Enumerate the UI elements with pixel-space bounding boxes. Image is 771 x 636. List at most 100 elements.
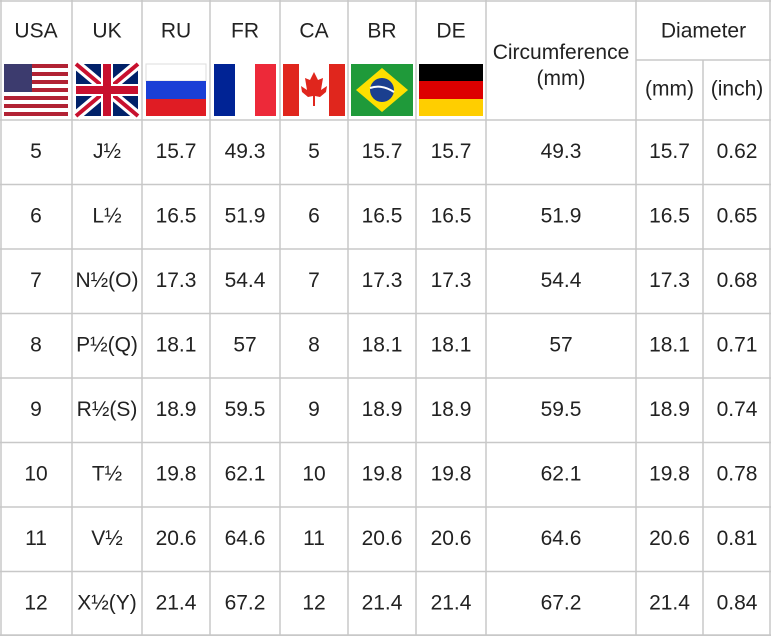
table-cell: 8: [308, 333, 320, 356]
table-cell: 12: [302, 591, 325, 614]
table-cell: 54.4: [541, 269, 582, 292]
table-cell: 64.6: [541, 527, 582, 550]
column-header: RU: [161, 20, 191, 43]
table-cell: 17.3: [156, 269, 197, 292]
table-cell: 67.2: [541, 591, 582, 614]
table-cell: 0.68: [717, 269, 758, 292]
table-cell: 15.7: [649, 140, 690, 163]
table-cell: 18.9: [156, 398, 197, 421]
flag-de: [419, 64, 483, 116]
table-cell: 0.84: [717, 591, 758, 614]
flag-fr: [214, 64, 276, 116]
table-cell: 67.2: [225, 591, 266, 614]
header-line: (mm): [537, 67, 586, 90]
table-cell: 62.1: [541, 462, 582, 485]
table-cell: J½: [93, 140, 121, 163]
table-cell: R½(S): [77, 398, 138, 421]
table-cell: 18.1: [156, 333, 197, 356]
table-cell: 20.6: [156, 527, 197, 550]
table-cell: 0.78: [717, 462, 758, 485]
table-cell: 11: [303, 527, 325, 550]
flag-usa: [4, 64, 68, 116]
table-cell: 7: [30, 269, 42, 292]
table-cell: 16.5: [156, 204, 197, 227]
table-cell: 6: [308, 204, 320, 227]
table-cell: 5: [30, 140, 42, 163]
table-cell: 19.8: [156, 462, 197, 485]
table-cell: 17.3: [649, 269, 690, 292]
table-cell: 18.1: [431, 333, 472, 356]
table-cell: 6: [30, 204, 42, 227]
table-cell: 57: [549, 333, 572, 356]
table-cell: 51.9: [541, 204, 582, 227]
flag-uk: [72, 60, 142, 120]
table-cell: 20.6: [649, 527, 690, 550]
table-cell: 10: [302, 462, 325, 485]
table-cell: P½(Q): [76, 333, 138, 356]
table-cell: 7: [308, 269, 320, 292]
table-cell: T½: [92, 462, 122, 485]
table-cell: 18.9: [431, 398, 472, 421]
table-cell: L½: [92, 204, 121, 227]
table-cell: 54.4: [225, 269, 266, 292]
table-cell: 8: [30, 333, 42, 356]
table-cell: 0.81: [717, 527, 758, 550]
table-cell: 18.9: [362, 398, 403, 421]
column-subheader: (inch): [711, 78, 764, 101]
flag-ca: [283, 64, 345, 116]
table-cell: 0.71: [717, 333, 758, 356]
table-cell: 9: [308, 398, 320, 421]
table-cell: X½(Y): [77, 591, 137, 614]
table-cell: 11: [25, 527, 47, 550]
table-cell: 57: [233, 333, 256, 356]
column-header: Diameter: [661, 20, 746, 43]
table-cell: 16.5: [649, 204, 690, 227]
table-cell: 18.1: [362, 333, 403, 356]
table-cell: 21.4: [649, 591, 690, 614]
table-cell: 5: [308, 140, 320, 163]
table-cell: 19.8: [649, 462, 690, 485]
table-cell: 59.5: [225, 398, 266, 421]
table-cell: 21.4: [362, 591, 403, 614]
table-cell: 16.5: [431, 204, 472, 227]
table-cell: 9: [30, 398, 42, 421]
column-header: UK: [92, 20, 121, 43]
table-cell: 12: [24, 591, 47, 614]
table-cell: 20.6: [362, 527, 403, 550]
table-cell: 18.9: [649, 398, 690, 421]
column-header: Circumference (mm): [493, 41, 630, 90]
table-cell: 16.5: [362, 204, 403, 227]
table-cell: 59.5: [541, 398, 582, 421]
column-subheader: (mm): [645, 78, 694, 101]
column-header: FR: [231, 20, 259, 43]
table-cell: 19.8: [431, 462, 472, 485]
column-header: BR: [367, 20, 396, 43]
table-cell: 64.6: [225, 527, 266, 550]
header-line: Circumference: [493, 41, 630, 64]
table-cell: V½: [91, 527, 123, 550]
table-cell: 49.3: [541, 140, 582, 163]
table-cell: 15.7: [156, 140, 197, 163]
table-cell: 17.3: [362, 269, 403, 292]
table-cell: 0.65: [717, 204, 758, 227]
table-cell: 51.9: [225, 204, 266, 227]
table-cell: 15.7: [362, 140, 403, 163]
table-cell: 15.7: [431, 140, 472, 163]
table-cell: 0.62: [717, 140, 758, 163]
table-cell: 0.74: [717, 398, 758, 421]
flag-ru: [145, 63, 207, 116]
flag-br: [351, 64, 413, 116]
table-cell: 49.3: [225, 140, 266, 163]
table-cell: 17.3: [431, 269, 472, 292]
table-cell: 62.1: [225, 462, 266, 485]
table-cell: 10: [24, 462, 47, 485]
column-header: DE: [436, 20, 465, 43]
table-cell: 18.1: [649, 333, 690, 356]
flags: [4, 60, 483, 120]
table-cell: 21.4: [431, 591, 472, 614]
table-cell: N½(O): [76, 269, 139, 292]
column-header: USA: [14, 20, 57, 43]
